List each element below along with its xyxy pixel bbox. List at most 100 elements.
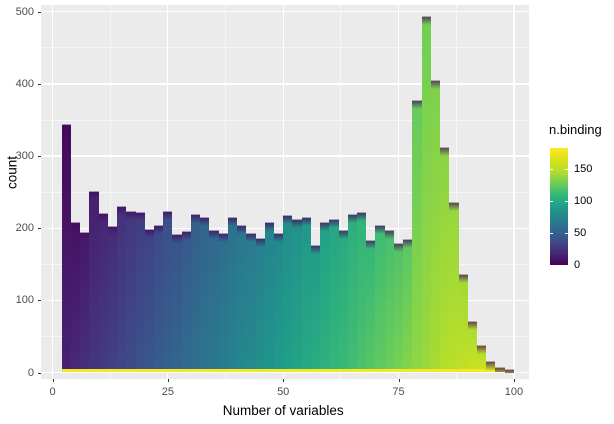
histogram-bar: [357, 211, 367, 373]
y-tick-label: 300: [15, 150, 34, 163]
legend-tick-label: 150: [574, 162, 593, 175]
histogram-bar: [486, 360, 496, 373]
histogram-bar: [495, 367, 505, 373]
x-tick-label: 100: [504, 386, 524, 398]
histogram-bar: [227, 217, 238, 373]
histogram-bar: [144, 228, 154, 373]
histogram-bar: [107, 226, 118, 373]
histogram-bar: [98, 213, 108, 373]
histogram-bar: [190, 214, 201, 373]
x-tick-label: 50: [277, 386, 290, 398]
histogram-bar: [449, 202, 459, 373]
y-axis-tick: [38, 372, 41, 374]
y-tick-label: 500: [15, 5, 34, 18]
histogram-bar: [237, 224, 247, 373]
plot-panel: [41, 5, 529, 379]
legend-tick-label: 0: [574, 259, 581, 271]
histogram-bar: [476, 345, 487, 373]
histogram-bar: [283, 215, 293, 373]
x-tick-label: 75: [392, 386, 405, 398]
histogram-bar: [135, 212, 145, 373]
x-gridline-minor: [225, 5, 226, 379]
y-axis-tick: [38, 83, 41, 85]
legend: n.binding 0 50 100 150: [540, 108, 614, 308]
x-axis-title: Number of variables: [222, 403, 344, 418]
histogram-bar: [310, 244, 321, 373]
x-axis-tick: [513, 379, 515, 382]
histogram-bar: [264, 221, 274, 373]
y-gridline-minor: [41, 47, 529, 49]
histogram-bar: [393, 243, 404, 373]
y-gridline-major: [41, 11, 529, 13]
histogram-bar: [246, 232, 256, 373]
histogram-bar: [329, 218, 339, 373]
x-gridline-minor: [109, 5, 111, 379]
legend-tick: [550, 232, 553, 234]
histogram-bar: [61, 123, 71, 373]
histogram-bar: [338, 230, 348, 373]
legend-tick-label: 100: [574, 194, 593, 207]
histogram-bar: [117, 205, 127, 373]
x-axis-tick: [283, 379, 285, 382]
histogram-bar: [255, 237, 265, 373]
histogram-bar: [154, 224, 164, 373]
histogram-bar: [384, 230, 394, 373]
legend-tick: [565, 265, 568, 266]
x-tick-label: 0: [49, 386, 56, 398]
histogram-bar: [366, 239, 376, 373]
legend-tick: [550, 200, 553, 202]
histogram-bar: [347, 214, 357, 373]
y-gridline-minor: [41, 191, 529, 193]
histogram-bar: [273, 233, 284, 373]
x-gridline-major: [51, 5, 54, 379]
legend-tick: [550, 265, 553, 266]
histogram-bar: [504, 369, 514, 373]
y-tick-label: 400: [15, 77, 34, 90]
histogram-bar: [421, 16, 431, 373]
y-tick-label: 0: [27, 366, 34, 379]
legend-tick: [550, 168, 553, 170]
histogram-bar: [403, 239, 413, 373]
y-axis-tick: [38, 300, 41, 302]
y-gridline-major: [41, 371, 529, 374]
legend-tick: [565, 232, 568, 234]
legend-tick: [565, 168, 568, 170]
histogram-bar: [172, 233, 182, 373]
y-gridline-major: [41, 83, 529, 85]
histogram-bar: [181, 231, 191, 373]
legend-colorbar: [550, 148, 568, 265]
x-axis-tick: [398, 379, 400, 382]
histogram-bar: [458, 273, 468, 373]
x-axis-tick: [167, 379, 169, 382]
legend-tick: [565, 200, 568, 202]
histogram-bar: [430, 79, 441, 373]
histogram-bar: [218, 232, 228, 373]
x-gridline-major: [282, 5, 284, 379]
x-gridline-major: [397, 5, 400, 379]
x-gridline-minor: [340, 5, 342, 379]
x-gridline-minor: [455, 5, 457, 379]
histogram-bar: [70, 221, 81, 373]
histogram-bar: [200, 217, 210, 373]
x-axis-tick: [52, 379, 54, 382]
histogram-bar: [126, 210, 136, 373]
y-axis-tick: [38, 156, 41, 158]
histogram-bar: [292, 218, 302, 373]
legend-title: n.binding: [549, 122, 602, 137]
x-tick-label: 25: [161, 386, 174, 398]
x-gridline-major: [513, 5, 515, 379]
histogram-bar: [440, 147, 450, 373]
histogram-bar: [301, 216, 311, 373]
histogram-bar: [80, 231, 90, 373]
histogram-bar: [209, 229, 219, 373]
legend-tick-label: 50: [574, 226, 587, 239]
x-gridline-major: [167, 5, 169, 379]
y-tick-label: 200: [15, 222, 34, 235]
histogram-bar: [467, 320, 477, 373]
y-gridline-major: [41, 155, 529, 157]
histogram-bar: [375, 225, 385, 373]
histogram-bar: [320, 221, 330, 373]
histogram-bar: [163, 210, 173, 373]
y-gridline-minor: [41, 119, 529, 121]
